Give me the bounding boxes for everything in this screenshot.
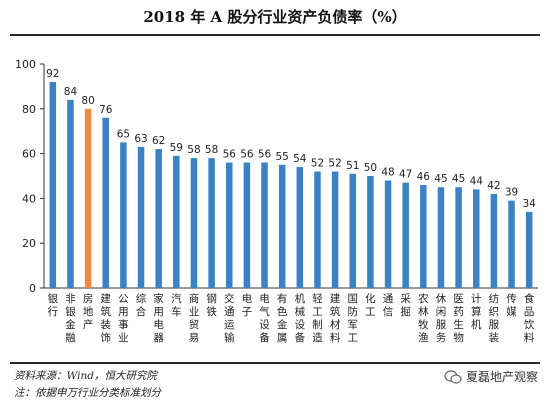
bar	[490, 193, 498, 288]
bar	[314, 171, 321, 288]
bar-value-label: 63	[134, 133, 147, 145]
y-tick-label: 80	[22, 103, 36, 116]
category-label: 机械设备	[295, 292, 306, 344]
category-label: 非银金融	[65, 293, 76, 344]
bar-value-label: 52	[311, 158, 324, 170]
bar-value-label: 58	[205, 144, 218, 156]
category-label: 传媒	[506, 293, 517, 318]
category-label: 农林牧渔	[418, 292, 429, 344]
category-label: 家用电器	[153, 292, 164, 344]
category-label: 电气设备	[259, 292, 270, 344]
bar-value-label: 48	[381, 166, 394, 178]
wechat-icon	[444, 369, 462, 384]
category-label: 休闲服务	[436, 293, 447, 344]
category-label: 房地产	[83, 292, 94, 331]
y-tick-label: 20	[22, 237, 36, 250]
bar-value-label: 46	[417, 171, 431, 183]
bar	[473, 189, 480, 288]
bar	[173, 155, 180, 288]
bar-value-label: 62	[152, 135, 165, 147]
bar	[402, 182, 409, 288]
category-label: 纺织服装	[489, 292, 500, 344]
category-label: 电子	[242, 292, 253, 318]
bar	[420, 184, 427, 288]
y-tick-label: 100	[15, 58, 36, 71]
category-label: 轻工制造	[312, 292, 323, 344]
title-rule	[10, 34, 540, 36]
bar	[525, 211, 533, 288]
bar	[349, 173, 356, 288]
category-label: 计算机	[471, 292, 482, 331]
category-label: 采掘	[400, 293, 411, 318]
bar-value-label: 55	[275, 151, 288, 163]
bar	[455, 187, 462, 288]
bar	[84, 108, 92, 288]
bar	[49, 81, 57, 288]
category-label: 商业贸易	[189, 292, 200, 344]
category-label: 有色金属	[277, 292, 288, 344]
category-label: 化工	[365, 292, 376, 318]
bar	[243, 162, 251, 288]
bar-value-label: 39	[505, 187, 518, 199]
watermark-text: 夏磊地产观察	[465, 370, 538, 384]
bar-value-label: 52	[328, 158, 341, 170]
category-label: 综合	[136, 292, 147, 318]
bar	[102, 117, 109, 288]
bar	[296, 167, 304, 288]
bar	[120, 142, 127, 288]
category-label: 医药生物	[453, 293, 464, 344]
category-label: 汽车	[171, 292, 182, 318]
category-label: 交通运输	[224, 292, 235, 344]
y-tick-label: 40	[22, 192, 36, 205]
bar	[67, 99, 74, 288]
bar	[367, 176, 374, 288]
bar	[278, 164, 286, 288]
y-tick-label: 0	[29, 282, 36, 295]
bar-value-label: 51	[346, 160, 359, 172]
bar	[437, 187, 445, 288]
bar	[190, 158, 198, 288]
bar	[155, 149, 162, 288]
bar-value-label: 76	[99, 104, 113, 116]
bar	[384, 180, 392, 288]
category-label: 钢铁	[206, 292, 217, 318]
bar-value-label: 92	[46, 68, 59, 80]
bar-value-label: 56	[240, 149, 254, 161]
bar-value-label: 42	[487, 180, 500, 192]
bar	[331, 171, 339, 288]
chart-title: 2018 年 A 股分行业资产负债率（%）	[143, 8, 407, 26]
bar	[208, 158, 215, 288]
bar	[261, 162, 268, 288]
category-label: 建筑材料	[330, 292, 341, 344]
bar-value-label: 47	[399, 169, 412, 181]
bar-value-label: 34	[522, 198, 536, 210]
category-label: 公用事业	[118, 293, 129, 344]
bar-value-label: 45	[434, 173, 447, 185]
classification-note: 注：依据申万行业分类标准划分	[14, 387, 161, 399]
watermark: 夏磊地产观察	[444, 368, 538, 385]
category-label: 国防军工	[348, 293, 359, 344]
bar	[508, 200, 515, 288]
category-label: 通信	[383, 293, 394, 318]
bar-value-label: 59	[170, 142, 183, 154]
bar-chart: 0 20 40 60 80 100 92 银行 84 非银金融 80 房地产 76 建筑装饰 65 公用事业…	[15, 58, 538, 344]
category-label: 食品饮料	[524, 292, 535, 344]
bar-value-label: 45	[452, 173, 465, 185]
bar	[137, 146, 145, 288]
bar-value-label: 65	[117, 128, 130, 140]
bar-value-label: 54	[293, 153, 307, 165]
bar-value-label: 44	[470, 175, 484, 187]
bar-value-label: 58	[187, 144, 200, 156]
category-label: 银行	[48, 292, 59, 318]
source-note: 资料来源：Wind，恒大研究院	[14, 370, 157, 382]
bar-value-label: 80	[81, 95, 94, 107]
bar-value-label: 56	[258, 149, 272, 161]
footer-rule	[10, 362, 540, 364]
y-tick-label: 60	[22, 148, 36, 161]
bar-value-label: 84	[64, 86, 78, 98]
category-label: 建筑装饰	[101, 292, 112, 344]
bar-value-label: 50	[364, 162, 377, 174]
bar-value-label: 56	[223, 149, 237, 161]
bar	[226, 162, 233, 288]
